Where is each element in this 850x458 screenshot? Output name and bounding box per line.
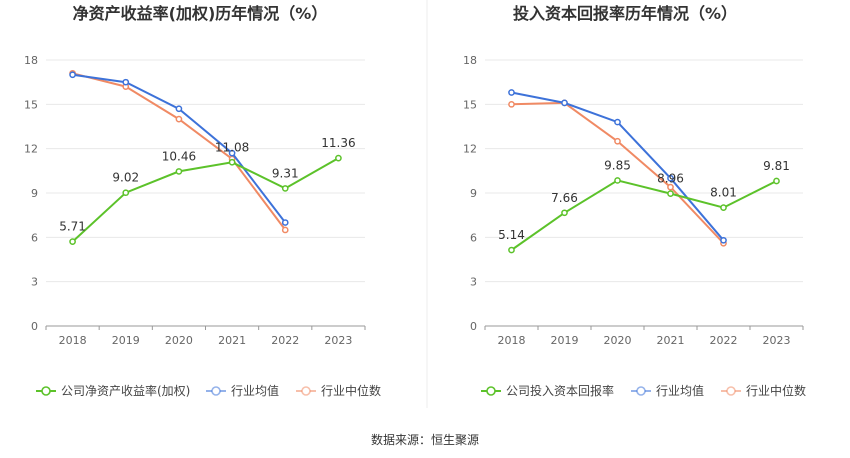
chart1-y-tick-label: 6 — [31, 231, 38, 244]
chart1-x-tick-label: 2020 — [165, 334, 193, 347]
chart2-series-point-1 — [773, 177, 780, 185]
chart1-legend-label-3: 行业中位数 — [321, 383, 381, 398]
chart2-series-point-1 — [720, 204, 727, 211]
chart1-y-tick-label: 9 — [31, 187, 38, 200]
chart1-legend-label-1: 公司净资产收益率(加权) — [61, 383, 190, 398]
chart2-legend-label-2: 行业均值 — [656, 383, 704, 398]
chart1-series-point-2 — [69, 71, 76, 79]
chart2-x-tick-label: 2018 — [498, 334, 526, 347]
chart2-series-point-2 — [667, 174, 674, 182]
chart1-series-point-1 — [335, 154, 342, 162]
chart2-x-tick-label: 2023 — [763, 334, 791, 347]
chart2-data-label: 9.81 — [763, 159, 790, 173]
chart2-series-point-3 — [667, 183, 674, 191]
chart2-x-tick-label: 2019 — [551, 334, 579, 347]
chart2-legend-label-3: 行业中位数 — [746, 383, 806, 398]
chart2-title: 投入资本回报率历年情况（%） — [513, 4, 737, 23]
chart1-x-tick-label: 2021 — [218, 334, 246, 347]
chart1-series-point-1 — [228, 158, 236, 166]
chart2-series-point-2 — [720, 236, 727, 244]
chart1-data-label: 11.36 — [321, 136, 355, 150]
chart1-data-label: 11.08 — [215, 140, 249, 154]
chart2-data-label: 7.66 — [551, 191, 578, 205]
chart2-legend-marker-3 — [726, 386, 736, 396]
chart2-x-tick-label: 2020 — [604, 334, 632, 347]
chart2-series-point-1 — [614, 177, 621, 184]
chart2-y-tick-label: 12 — [463, 143, 477, 156]
chart2-data-label: 9.85 — [604, 158, 631, 172]
chart2-y-tick-label: 18 — [463, 54, 477, 67]
chart1-legend-marker-2 — [211, 386, 221, 396]
chart1-series-point-1 — [281, 185, 289, 192]
chart1-series-point-1 — [69, 238, 76, 245]
chart2-series-point-2 — [614, 118, 621, 126]
chart1-series-point-2 — [175, 105, 183, 113]
chart1-y-tick-label: 12 — [24, 143, 38, 156]
chart2-x-tick-label: 2021 — [657, 334, 685, 347]
chart2-series-point-2 — [561, 99, 568, 107]
chart2-legend-label-1: 公司投入资本回报率 — [506, 383, 614, 398]
chart1-series-line-1 — [71, 157, 339, 243]
chart1-legend-marker-3 — [301, 386, 311, 396]
chart1-x-tick-label: 2023 — [324, 334, 352, 347]
chart2-series-point-1 — [561, 209, 568, 217]
chart2-data-label: 5.14 — [498, 228, 525, 242]
chart2-series-line-1 — [510, 179, 777, 251]
chart1-series-point-2 — [122, 78, 130, 86]
chart1-y-tick-label: 18 — [24, 54, 38, 67]
chart1-data-label: 9.31 — [272, 166, 299, 180]
chart1-y-tick-label: 3 — [31, 276, 38, 289]
chart1-series-point-1 — [175, 168, 183, 175]
chart2-y-tick-label: 3 — [470, 276, 477, 289]
chart2-y-tick-label: 15 — [463, 98, 477, 111]
chart1-series-point-2 — [228, 149, 236, 157]
chart1-x-tick-label: 2018 — [59, 334, 87, 347]
chart1-y-tick-label: 15 — [24, 98, 38, 111]
chart2-legend-marker-1 — [486, 386, 496, 396]
chart1-x-tick-label: 2022 — [271, 334, 299, 347]
chart2-data-label: 8.96 — [657, 172, 684, 186]
chart1-series-point-1 — [122, 189, 130, 197]
chart2-series-point-1 — [667, 190, 674, 197]
chart2-y-tick-label: 9 — [470, 187, 477, 200]
chart1-series-point-3 — [175, 115, 183, 123]
chart2-series-point-3 — [614, 137, 621, 145]
data-source: 数据来源：恒生聚源 — [370, 433, 479, 447]
chart1-legend-label-2: 行业均值 — [231, 383, 279, 398]
chart2-series-point-1 — [508, 246, 515, 254]
chart2-y-tick-label: 6 — [470, 231, 477, 244]
chart1-data-label: 10.46 — [162, 149, 196, 163]
chart1-legend-marker-1 — [41, 386, 51, 396]
chart1-series-point-3 — [281, 226, 289, 234]
chart2-data-label: 8.01 — [710, 186, 737, 200]
chart1-y-tick-label: 0 — [31, 320, 38, 333]
chart1-data-label: 5.71 — [59, 220, 86, 234]
chart2-legend-marker-2 — [636, 386, 646, 396]
chart1-data-label: 9.02 — [112, 171, 139, 185]
chart2-y-tick-label: 0 — [470, 320, 477, 333]
chart2-series-point-2 — [508, 89, 515, 96]
chart2-x-tick-label: 2022 — [710, 334, 738, 347]
chart1-title: 净资产收益率(加权)历年情况（%） — [73, 4, 328, 23]
chart1-x-tick-label: 2019 — [112, 334, 140, 347]
chart2-series-point-3 — [508, 100, 515, 108]
chart1-series-point-2 — [281, 219, 289, 226]
